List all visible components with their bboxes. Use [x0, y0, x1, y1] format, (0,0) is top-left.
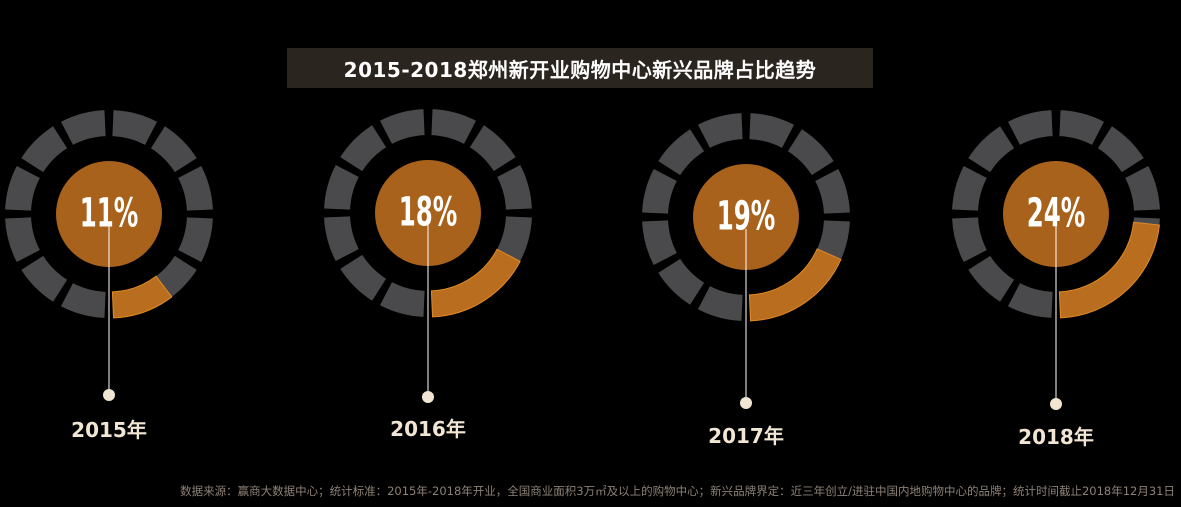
donut-2017年: 19% [642, 113, 850, 409]
year-label: 2016年 [390, 417, 466, 441]
ring-segment [1125, 165, 1160, 211]
ring-segment [642, 168, 677, 214]
ring-segment [1007, 283, 1053, 318]
donut-2016年: 18% [324, 109, 532, 403]
ring-segment [340, 125, 387, 172]
source-footnote: 数据来源：赢商大数据中心；统计标准：2015年-2018年开业，全国商业面积3万… [180, 484, 1175, 498]
ring-segment [658, 129, 705, 176]
ring-segment [658, 258, 705, 305]
center-disc [1003, 161, 1109, 267]
ring-segment [379, 109, 425, 144]
center-disc [693, 164, 799, 270]
ring-segment [497, 216, 532, 262]
ring-segment [642, 220, 677, 266]
ring-segment [21, 126, 68, 173]
ring-segment [952, 217, 987, 263]
ring-segment [1007, 110, 1053, 145]
year-label: 2015年 [71, 418, 147, 442]
ring-segment [5, 217, 40, 263]
ring-segment [697, 286, 743, 321]
leader-dot [740, 397, 752, 409]
year-label: 2017年 [708, 424, 784, 448]
ring-segment [697, 113, 743, 148]
ring-segment [324, 216, 359, 262]
leader-dot [422, 391, 434, 403]
ring-segment [178, 217, 213, 263]
ring-segment [112, 110, 158, 145]
chart-title: 2015-2018郑州新开业购物中心新兴品牌占比趋势 [343, 57, 817, 82]
ring-segment [952, 165, 987, 211]
ring-segment [60, 110, 106, 145]
ring-segment [1059, 110, 1105, 145]
ring-segment [815, 168, 850, 214]
ring-segment [150, 126, 197, 173]
leader-dot [103, 389, 115, 401]
ring-segment [469, 125, 516, 172]
ring-segment [379, 282, 425, 317]
chart-title-bar: 2015-2018郑州新开业购物中心新兴品牌占比趋势 [287, 48, 873, 88]
donut-2018年: 24% [952, 110, 1160, 410]
value-arc [430, 248, 521, 318]
ring-segment [968, 126, 1015, 173]
ring-segment [340, 254, 387, 301]
ring-segment [968, 255, 1015, 302]
ring-segment [431, 109, 477, 144]
ring-segment [1097, 126, 1144, 173]
value-arc [1058, 221, 1160, 319]
ring-segment [5, 165, 40, 211]
leader-dot [1050, 398, 1062, 410]
ring-segment [21, 255, 68, 302]
center-disc [56, 161, 162, 267]
center-disc [375, 160, 481, 266]
ring-segment [60, 283, 106, 318]
year-label: 2018年 [1018, 425, 1094, 449]
ring-segment [324, 164, 359, 210]
ring-segment [749, 113, 795, 148]
ring-segment [787, 129, 834, 176]
ring-segment [178, 165, 213, 211]
ring-segment [497, 164, 532, 210]
value-arc [111, 275, 173, 319]
value-arc [748, 248, 842, 322]
donut-2015年: 11% [5, 110, 213, 401]
